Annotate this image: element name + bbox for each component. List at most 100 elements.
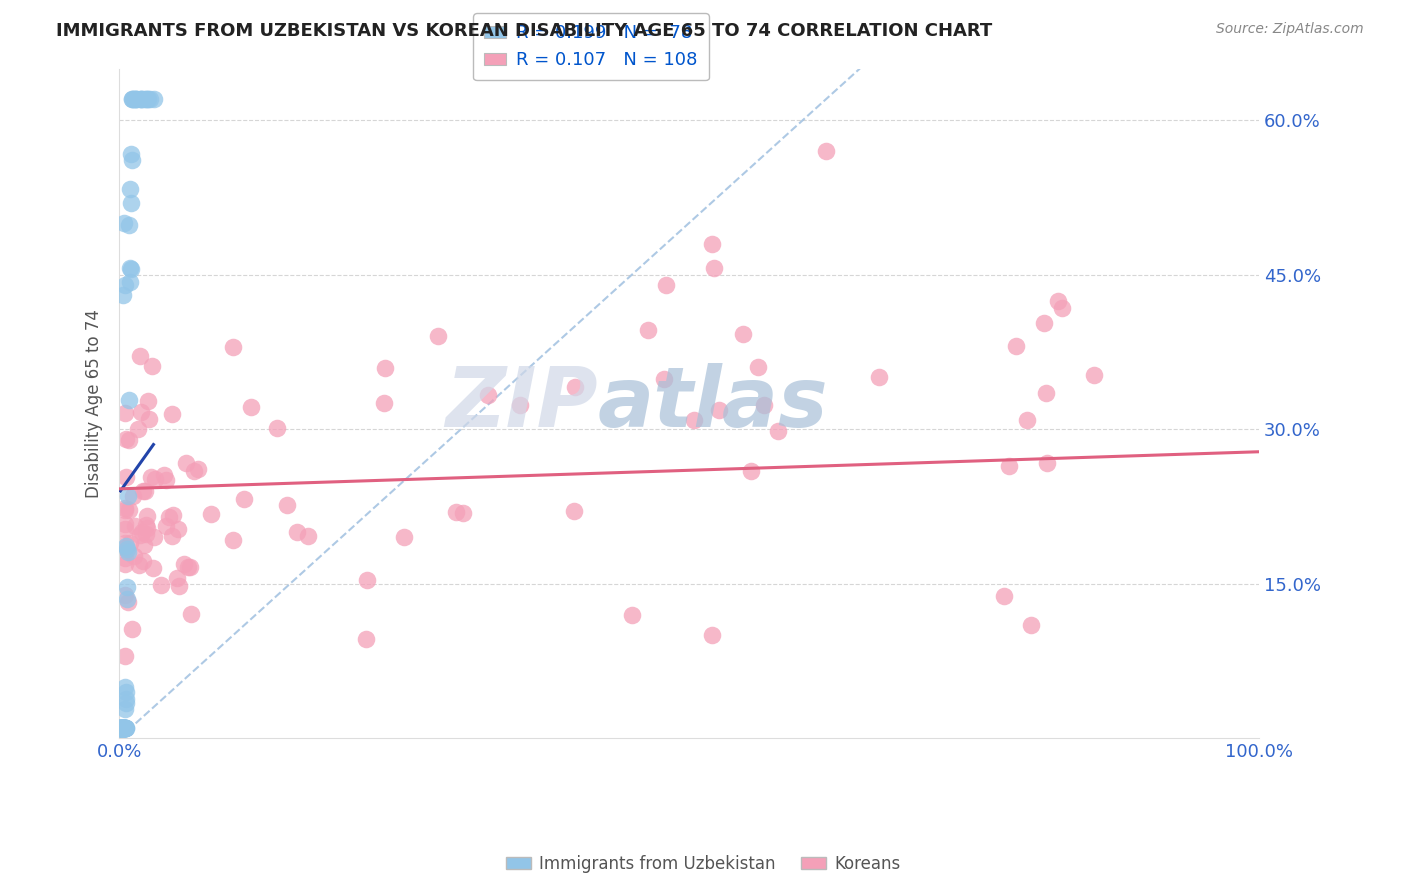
Point xyxy=(1019,617,1042,632)
Point xyxy=(143,92,166,106)
Point xyxy=(111,721,134,735)
Point xyxy=(392,530,415,544)
Text: Source: ZipAtlas.com: Source: ZipAtlas.com xyxy=(1216,22,1364,37)
Point xyxy=(121,92,143,106)
Point xyxy=(112,721,135,735)
Point xyxy=(110,721,132,735)
Text: ZIP: ZIP xyxy=(446,363,598,444)
Point xyxy=(111,721,134,735)
Point xyxy=(752,398,775,412)
Point xyxy=(707,402,730,417)
Point xyxy=(114,721,136,735)
Point xyxy=(115,432,138,446)
Point xyxy=(111,721,134,735)
Point xyxy=(110,721,132,735)
Point xyxy=(114,702,136,716)
Point xyxy=(112,721,135,735)
Point xyxy=(444,505,467,519)
Point xyxy=(868,370,890,384)
Point xyxy=(122,92,145,106)
Point xyxy=(121,92,143,106)
Point xyxy=(129,528,152,542)
Point xyxy=(129,92,152,106)
Point xyxy=(1046,294,1069,309)
Point xyxy=(111,721,134,735)
Point xyxy=(143,472,166,486)
Point xyxy=(131,525,153,540)
Point xyxy=(110,721,132,735)
Point xyxy=(138,412,160,426)
Point xyxy=(120,195,142,210)
Point xyxy=(117,595,139,609)
Point xyxy=(114,589,136,603)
Point xyxy=(768,425,790,439)
Point xyxy=(115,696,138,710)
Point xyxy=(233,492,256,507)
Point xyxy=(179,559,201,574)
Point xyxy=(266,421,288,435)
Point xyxy=(155,519,177,533)
Point xyxy=(993,589,1015,603)
Point xyxy=(731,326,754,341)
Point xyxy=(285,524,308,539)
Point xyxy=(373,396,395,410)
Point xyxy=(135,521,157,535)
Point xyxy=(118,275,141,289)
Point xyxy=(655,277,678,292)
Point xyxy=(121,92,143,106)
Point xyxy=(110,721,132,735)
Point xyxy=(110,721,132,735)
Point xyxy=(129,405,152,419)
Point xyxy=(112,721,135,735)
Point xyxy=(114,648,136,663)
Point xyxy=(115,692,138,706)
Point xyxy=(115,542,138,557)
Point xyxy=(111,721,134,735)
Point xyxy=(427,329,450,343)
Point xyxy=(114,721,136,735)
Point xyxy=(740,464,762,478)
Point xyxy=(129,349,152,363)
Point xyxy=(150,577,173,591)
Point xyxy=(110,721,132,735)
Point xyxy=(1033,316,1056,330)
Point xyxy=(114,503,136,517)
Point xyxy=(1035,386,1057,401)
Point xyxy=(139,470,162,484)
Point xyxy=(128,558,150,573)
Point xyxy=(157,510,180,524)
Point xyxy=(700,236,723,251)
Point xyxy=(1005,339,1028,353)
Point xyxy=(132,484,155,499)
Point xyxy=(115,540,138,554)
Y-axis label: Disability Age 65 to 74: Disability Age 65 to 74 xyxy=(86,309,103,498)
Point xyxy=(114,721,136,735)
Point xyxy=(652,372,675,386)
Point xyxy=(112,721,135,735)
Point xyxy=(110,721,132,735)
Point xyxy=(110,721,132,735)
Point xyxy=(135,92,157,106)
Point xyxy=(115,580,138,594)
Point xyxy=(114,721,136,735)
Point xyxy=(637,323,659,337)
Point xyxy=(114,550,136,565)
Point xyxy=(166,570,188,584)
Point xyxy=(176,457,198,471)
Point xyxy=(115,684,138,698)
Point xyxy=(117,545,139,559)
Point xyxy=(111,721,134,735)
Point xyxy=(118,393,141,408)
Point xyxy=(110,721,132,735)
Point xyxy=(166,522,188,536)
Point xyxy=(1050,301,1073,315)
Point xyxy=(118,535,141,549)
Point xyxy=(114,522,136,536)
Point xyxy=(998,459,1021,474)
Point xyxy=(1017,413,1039,427)
Point xyxy=(114,557,136,571)
Point xyxy=(124,519,146,533)
Point xyxy=(114,721,136,735)
Point xyxy=(110,721,132,735)
Point xyxy=(297,529,319,543)
